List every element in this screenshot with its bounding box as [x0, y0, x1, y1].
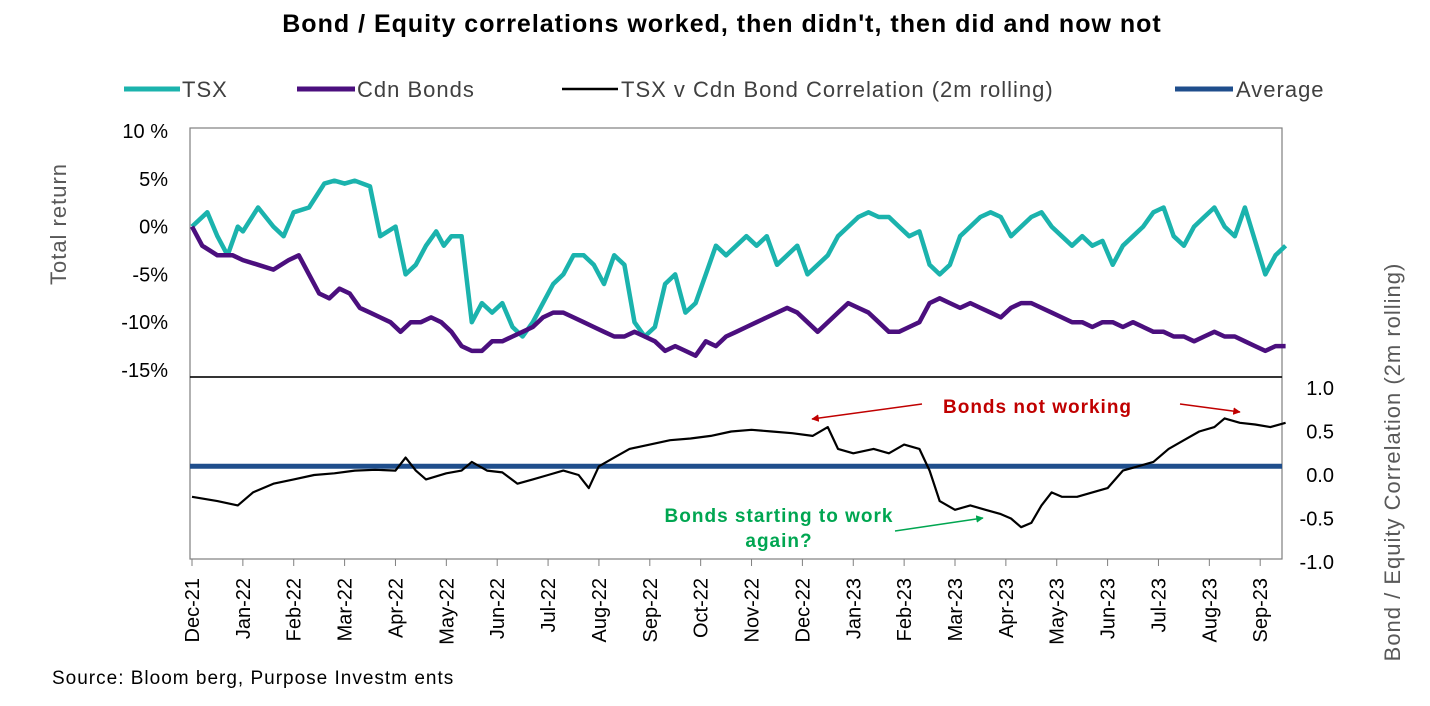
x-tick-label: Jan-23: [843, 578, 865, 639]
legend-label-average: Average: [1236, 77, 1325, 102]
x-tick-label: Feb-23: [894, 578, 916, 641]
annotation-arrow-right: [1179, 403, 1241, 415]
top-y-tick-label: -10%: [121, 312, 168, 334]
x-tick-label: Oct-22: [691, 578, 713, 638]
top-y-axis-label: Total return: [46, 163, 71, 285]
legend: TSX Cdn Bonds TSX v Cdn Bond Correlation…: [124, 77, 1325, 102]
series-line-bonds: [190, 225, 1286, 358]
bottom-y-axis-label: Bond / Equity Correlation (2m rolling): [1380, 263, 1405, 662]
bottom-y-tick-label: -0.5: [1300, 509, 1334, 531]
x-tick-label: Jul-22: [538, 578, 560, 632]
bottom-y-tick-label: 0.0: [1306, 465, 1334, 487]
bottom-y-tick-label: -1.0: [1300, 552, 1334, 574]
x-tick-label: Jun-22: [487, 578, 509, 639]
x-tick-label: Dec-22: [792, 578, 814, 642]
x-tick-label: May-23: [1047, 578, 1069, 645]
x-tick-label: Feb-22: [284, 578, 306, 641]
legend-label-correlation: TSX v Cdn Bond Correlation (2m rolling): [621, 77, 1054, 102]
annotation-bonds-working-line2: again?: [745, 531, 812, 552]
x-tick-label: Sep-23: [1250, 578, 1272, 643]
x-tick-label: Apr-23: [996, 578, 1018, 638]
top-y-axis: 10 % 5% 0% -5% -10% -15%: [121, 121, 168, 382]
x-tick-label: Aug-22: [589, 578, 611, 643]
top-y-tick-label: -15%: [121, 360, 168, 382]
annotation-arrow-left: [811, 403, 923, 422]
x-tick-label: Jul-23: [1148, 578, 1170, 632]
bottom-y-axis: 1.0 0.5 0.0 -0.5 -1.0: [1300, 378, 1334, 574]
x-tick-label: Dec-21: [182, 578, 204, 642]
chart-title: Bond / Equity correlations worked, then …: [282, 10, 1162, 38]
top-y-tick-label: 5%: [139, 169, 168, 191]
top-y-tick-label: 10 %: [122, 121, 168, 143]
annotation-bonds-not-working: Bonds not working: [943, 397, 1132, 418]
series-line-tsx: [190, 178, 1288, 339]
bottom-y-tick-label: 1.0: [1306, 378, 1334, 400]
annotation-bonds-working-line1: Bonds starting to work: [665, 506, 894, 527]
annotation-arrow-green: [894, 515, 984, 532]
series-line-correlation: [191, 417, 1286, 529]
top-y-tick-label: 0%: [139, 217, 168, 239]
x-tick-label: May-22: [436, 578, 458, 645]
x-tick-label: Nov-22: [742, 578, 764, 642]
top-y-tick-label: -5%: [132, 264, 168, 286]
series-layer: [190, 178, 1288, 529]
x-tick-label: Mar-23: [945, 578, 967, 641]
x-axis: Dec-21 Jan-22 Feb-22 Mar-22 Apr-22 May-22 Jun-…: [182, 559, 1272, 645]
x-tick-label: Aug-23: [1199, 578, 1221, 643]
x-tick-label: Jan-22: [233, 578, 255, 639]
legend-label-bonds: Cdn Bonds: [357, 77, 475, 102]
x-tick-label: Sep-22: [640, 578, 662, 643]
x-tick-label: Apr-22: [385, 578, 407, 638]
bottom-y-tick-label: 0.5: [1306, 422, 1334, 444]
annotations: Bonds not working Bonds starting to work…: [665, 397, 1241, 552]
x-tick-label: Jun-23: [1098, 578, 1120, 639]
legend-label-tsx: TSX: [182, 77, 228, 102]
source-note: Source: Bloom berg, Purpose Investm ents: [52, 668, 454, 689]
x-tick-label: Mar-22: [335, 578, 357, 641]
